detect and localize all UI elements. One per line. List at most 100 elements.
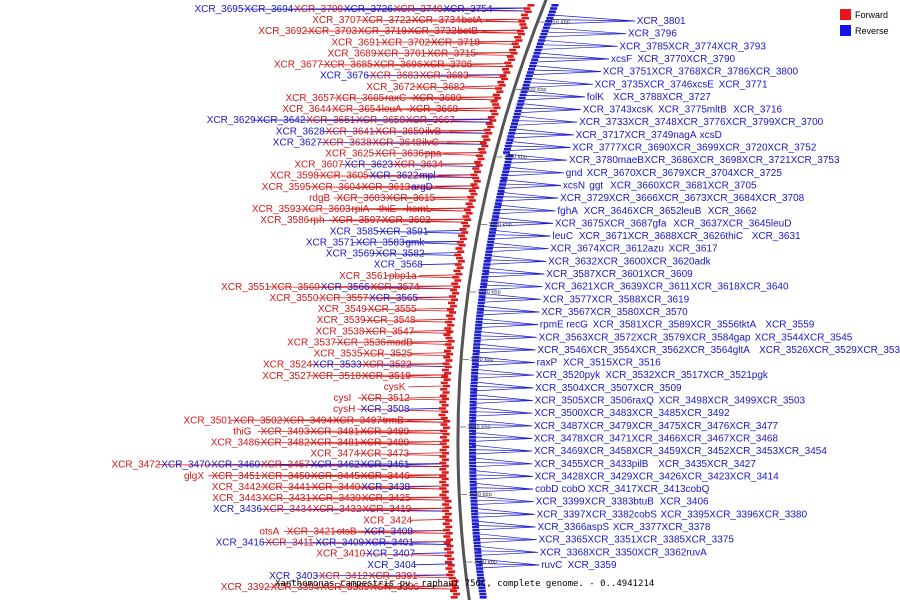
reverse-feature <box>475 560 483 564</box>
reverse-feature <box>530 61 538 65</box>
left-connector-line <box>378 107 496 110</box>
right-gene-label: XCR_3385 <box>636 535 685 546</box>
left-gene-label: XCR_3694 <box>244 4 293 15</box>
reverse-feature <box>470 506 478 509</box>
reverse-feature <box>505 157 513 161</box>
forward-feature <box>453 285 461 289</box>
reverse-feature <box>525 74 533 77</box>
reverse-feature <box>516 103 524 106</box>
right-gene-label: XCR_3546 <box>538 345 587 356</box>
forward-feature <box>464 208 471 212</box>
right-gene-label: XCR_3743 <box>583 105 632 116</box>
right-connector-line <box>541 45 618 50</box>
forward-feature <box>447 324 455 327</box>
left-gene-label: XCR_3634 <box>394 160 443 171</box>
forward-feature <box>492 103 500 106</box>
reverse-feature <box>515 106 523 109</box>
left-gene-label: XCR_3638 <box>323 137 372 148</box>
left-gene-label: XCR_3651 <box>306 115 355 126</box>
forward-feature <box>443 378 451 381</box>
left-gene-label: XCR_3470 <box>161 460 210 471</box>
right-gene-label: fghA <box>557 206 578 217</box>
forward-feature <box>506 55 514 58</box>
reverse-feature <box>502 167 510 170</box>
right-connector-line <box>472 419 533 427</box>
right-gene-label: btuB <box>633 497 654 508</box>
forward-feature <box>481 144 489 148</box>
forward-feature <box>442 503 450 506</box>
right-gene-label: XCR_3413 <box>637 484 686 495</box>
right-gene-label: XCR_3477 <box>729 421 778 432</box>
left-gene-label: XCR_3497 <box>333 415 382 426</box>
right-connector-line <box>486 255 547 262</box>
right-connector-line <box>529 77 593 85</box>
left-gene-label: cysI <box>334 393 352 404</box>
left-gene-label: XCR_3593 <box>252 204 301 215</box>
right-gene-label: XCR_3377 <box>613 522 662 533</box>
forward-feature <box>472 176 480 180</box>
forward-feature <box>458 244 466 247</box>
right-gene-label: XCR_3526 <box>759 345 808 356</box>
left-connector-line <box>307 430 447 432</box>
right-gene-label: XCR_3544 <box>755 332 804 343</box>
left-gene-label: cysH <box>333 404 355 415</box>
right-connector-line <box>478 318 538 325</box>
forward-feature <box>441 404 449 407</box>
forward-feature <box>444 554 452 557</box>
forward-feature <box>447 340 455 343</box>
right-gene-label: thiC <box>725 231 743 242</box>
left-gene-label: XCR_3709 <box>294 4 343 15</box>
reverse-feature <box>528 68 535 71</box>
left-connector-line <box>408 385 448 388</box>
right-gene-label: XCR_3505 <box>535 396 584 407</box>
right-gene-label: xcsK <box>632 105 654 116</box>
right-gene-label: XCR_3620 <box>646 256 695 267</box>
right-gene-label: XCR_3776 <box>677 117 726 128</box>
right-gene-label: XCR_3417 <box>588 484 637 495</box>
forward-feature <box>511 42 519 45</box>
right-gene-label: xcsD <box>700 130 722 141</box>
reverse-feature <box>484 256 492 260</box>
right-gene-label: XCR_3688 <box>628 231 677 242</box>
right-connector-line <box>477 545 538 553</box>
left-gene-label: XCR_3440 <box>311 482 360 493</box>
forward-feature <box>465 212 473 215</box>
left-gene-label: XCR_3676 <box>320 71 369 82</box>
right-gene-label: XCR_3788 <box>613 92 662 103</box>
right-gene-label: XCR_3567 <box>541 307 590 318</box>
right-connector-line <box>488 246 549 250</box>
forward-feature <box>441 496 449 500</box>
right-connector-line <box>471 438 532 442</box>
forward-feature <box>520 13 528 17</box>
forward-feature <box>467 196 475 199</box>
right-gene-label: XCR_3611 <box>642 282 691 293</box>
right-connector-line <box>521 103 581 110</box>
reverse-feature <box>479 596 487 599</box>
forward-feature <box>439 468 447 471</box>
right-connector-line <box>525 90 585 98</box>
left-connector-line <box>422 252 462 254</box>
right-gene-label: XCR_3639 <box>593 282 642 293</box>
left-connector-line <box>372 253 462 256</box>
right-connector-line <box>471 432 532 439</box>
forward-feature <box>472 186 480 189</box>
reverse-feature <box>475 324 483 327</box>
right-gene-label: ruvA <box>686 547 707 558</box>
left-gene-label: XCR_3474 <box>310 449 359 460</box>
reverse-feature <box>508 132 516 135</box>
left-connector-line <box>385 275 458 279</box>
feature-arcs <box>438 4 559 599</box>
right-gene-label: XCR_3721 <box>742 155 791 166</box>
left-gene-label: XCR_3430 <box>312 493 361 504</box>
right-gene-label: cobO <box>562 484 586 495</box>
left-gene-label: XCR_3683 <box>370 71 419 82</box>
reverse-feature <box>469 484 477 487</box>
right-connector-line <box>480 298 541 303</box>
right-connector-line <box>490 229 551 237</box>
right-gene-label: XCR_3350 <box>589 547 638 558</box>
right-gene-label: ggt <box>589 181 603 192</box>
left-gene-label: XCR_3548 <box>367 315 416 326</box>
forward-feature <box>445 336 453 340</box>
left-connector-line <box>308 485 448 488</box>
right-connector-line <box>475 349 536 354</box>
